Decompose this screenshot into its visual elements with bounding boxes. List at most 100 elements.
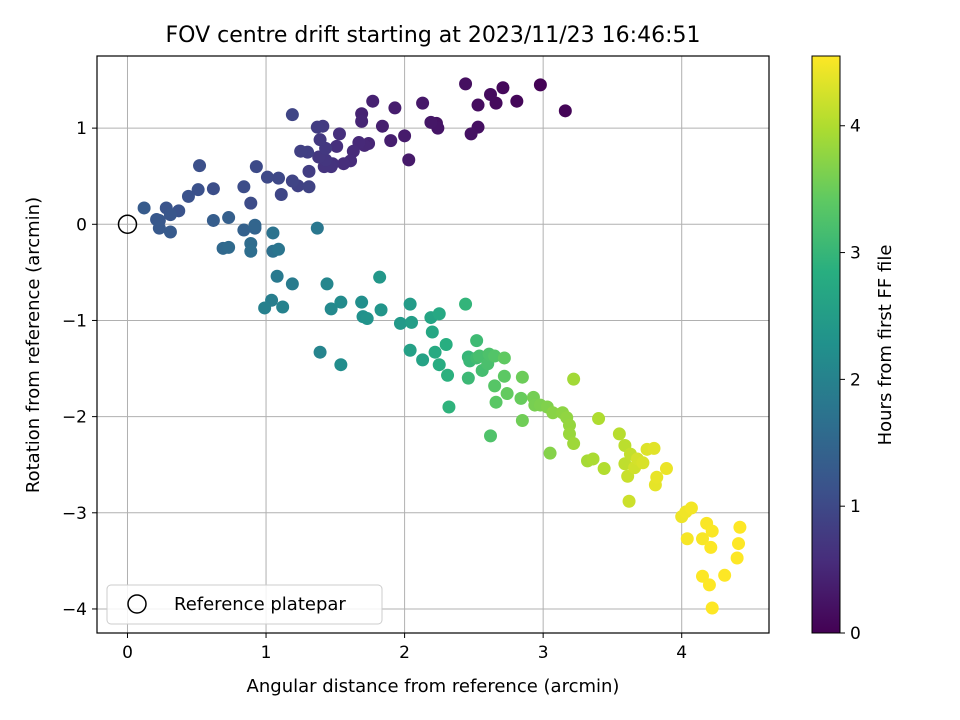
data-point <box>705 524 719 538</box>
data-point <box>398 129 412 143</box>
data-point <box>260 170 274 184</box>
data-point <box>237 223 251 237</box>
data-point <box>403 297 417 311</box>
data-point <box>543 446 557 460</box>
data-point <box>586 452 600 466</box>
plot-area-frame <box>96 55 770 634</box>
x-axis-label: Angular distance from reference (arcmin) <box>247 676 620 697</box>
data-point <box>313 133 327 147</box>
data-point <box>332 127 346 141</box>
data-point <box>403 343 417 357</box>
data-point <box>355 295 369 309</box>
y-axis-label: Rotation from reference (arcmin) <box>23 197 44 493</box>
data-point <box>489 395 503 409</box>
data-point <box>334 358 348 372</box>
colorbar <box>811 55 841 634</box>
data-point <box>334 295 348 309</box>
data-point <box>320 277 334 291</box>
data-point <box>206 182 220 196</box>
data-point <box>355 114 369 128</box>
data-point <box>237 180 251 194</box>
data-point <box>258 301 272 315</box>
data-point <box>718 568 732 582</box>
data-point <box>515 413 529 427</box>
colorbar-ticks: 0 1 2 3 4 <box>840 117 861 644</box>
data-point <box>285 108 299 122</box>
x-tick-label: 3 <box>538 643 549 663</box>
data-point <box>647 441 661 455</box>
data-point <box>567 437 581 451</box>
data-point <box>152 221 166 235</box>
legend-marker <box>127 594 147 614</box>
data-point <box>496 81 510 95</box>
data-point <box>546 406 560 420</box>
data-point <box>622 494 636 508</box>
data-point <box>442 400 456 414</box>
data-point <box>533 78 547 92</box>
data-point <box>270 269 284 283</box>
data-point <box>337 157 351 171</box>
data-point <box>244 196 258 210</box>
chart-title: FOV centre drift starting at 2023/11/23 … <box>166 23 701 48</box>
data-point <box>484 429 498 443</box>
data-point <box>441 368 455 382</box>
data-point <box>488 349 502 363</box>
data-point <box>472 349 486 363</box>
scatter-points <box>137 77 747 615</box>
data-point <box>405 315 419 329</box>
data-point <box>558 104 572 118</box>
data-point <box>294 144 308 158</box>
data-point <box>244 244 258 258</box>
data-point <box>324 302 338 316</box>
y-tick-label: 0 <box>76 215 87 235</box>
y-tick-label: −3 <box>62 504 87 524</box>
data-point <box>514 391 528 405</box>
data-point <box>497 351 511 365</box>
x-tick-label: 0 <box>122 643 133 663</box>
data-point <box>636 456 650 470</box>
data-point <box>425 325 439 339</box>
data-point <box>402 153 416 167</box>
colorbar-label: Hours from first FF file <box>875 245 896 446</box>
data-point <box>432 307 446 321</box>
x-tick-label: 4 <box>676 643 687 663</box>
data-point <box>181 189 195 203</box>
x-tick-label: 1 <box>261 643 272 663</box>
data-point <box>424 115 438 129</box>
data-point <box>621 469 635 483</box>
data-point <box>310 221 324 235</box>
data-point <box>702 578 716 592</box>
data-point <box>310 120 324 134</box>
data-point <box>684 501 698 515</box>
data-point <box>650 470 664 484</box>
data-point <box>374 303 388 317</box>
data-point <box>388 101 402 115</box>
data-point <box>222 240 236 254</box>
data-point <box>500 387 514 401</box>
data-point <box>704 540 718 554</box>
data-point <box>222 211 236 225</box>
data-point <box>193 159 207 173</box>
data-point <box>206 213 220 227</box>
data-point <box>272 242 286 256</box>
colorbar-tick-label: 1 <box>850 497 861 517</box>
data-point <box>137 201 151 215</box>
data-point <box>330 139 344 153</box>
legend-box <box>106 584 383 625</box>
y-tick-label: −1 <box>62 311 87 331</box>
legend: Reference platepar <box>106 584 383 625</box>
data-point <box>461 371 475 385</box>
data-point <box>733 520 747 534</box>
data-point <box>459 77 473 91</box>
data-point <box>515 370 529 384</box>
data-point <box>285 174 299 188</box>
data-point <box>360 312 374 326</box>
data-point <box>163 208 177 222</box>
data-point <box>680 532 694 546</box>
data-point <box>439 338 453 351</box>
data-point <box>695 532 709 546</box>
data-point <box>313 345 327 359</box>
data-point <box>163 225 177 239</box>
data-point <box>272 171 286 185</box>
